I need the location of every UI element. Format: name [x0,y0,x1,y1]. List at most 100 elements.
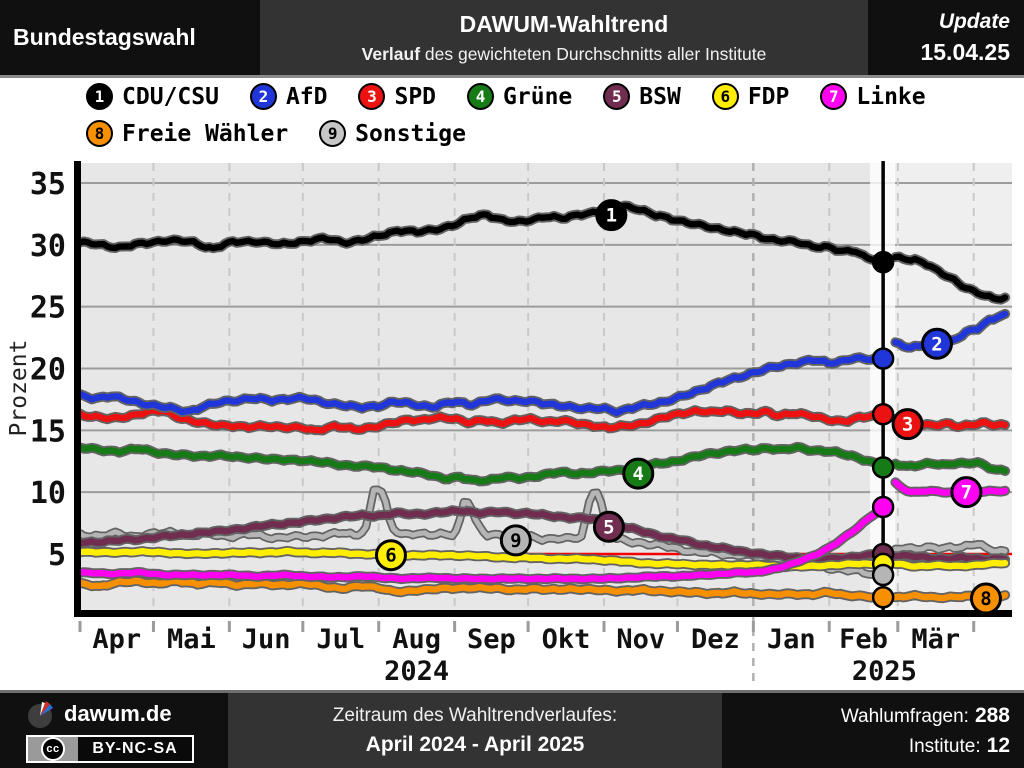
brand: dawum.de [26,699,228,729]
institutes-value: 12 [986,733,1010,757]
legend-label-gruene: Grüne [503,83,573,110]
y-tick-label: 10 [30,476,66,511]
series-line-freie-waehler [76,577,887,601]
legend-item-afd: 2 AfD [249,83,327,110]
chart-subtitle: Verlauf des gewichteten Durchschnitts al… [362,44,767,65]
legend-badge-fdp: 6 [711,83,739,110]
series-badge-number-fdp: 6 [385,545,396,567]
election-result-dot-cdu-csu [871,250,895,274]
election-result-dot-afd [871,347,895,370]
chart-subtitle-rest: des gewichteten Durchschnitts aller Inst… [420,43,767,64]
series-line-afd [76,354,887,417]
month-label-sep: Sep [467,624,516,655]
legend-item-linke: 7 Linke [820,83,926,110]
month-label-feb: Feb [839,624,888,655]
y-tick-label: 25 [30,291,66,326]
series-badge-fdp [374,539,407,572]
series-badge-spd [891,408,924,441]
update-date: 15.04.25 [920,38,1010,65]
year-label-2025: 2025 [852,656,917,687]
y-tick-label: 35 [30,167,66,202]
series-line-gruene [76,443,887,485]
header-right: Update 15.04.25 [868,0,1024,75]
y-tick-label: 20 [30,353,66,388]
series-badge-cdu-csu [595,199,628,232]
series-badge-freie-waehler [969,582,1002,615]
update-label: Update [938,9,1010,33]
month-label-aug: Aug [392,624,441,655]
institutes-count: Institute: 12 [909,734,1010,758]
legend: 1 CDU/CSU 2 AfD 3 SPD 4 Grüne 5 BSW 6 FDP 7 Linke 8 Fr… [0,78,1024,160]
y-axis-spine [74,161,81,617]
period-value: April 2024 - April 2025 [365,732,585,756]
legend-label-freie-waehler: Freie Wähler [122,120,289,147]
series-badge-afd [920,327,953,360]
legend-label-linke: Linke [856,83,926,110]
legend-label-bsw: BSW [639,83,681,110]
series-badge-bsw [592,510,625,543]
legend-item-freie-waehler: 8 Freie Wähler [86,120,288,147]
election-result-dot-spd [871,403,895,426]
footer-left: dawum.de cc BY-NC-SA [0,693,228,768]
series-line-fdp [892,559,1009,570]
series-badge-number-sonstige: 9 [510,530,521,552]
y-axis-label: Prozent [6,340,32,437]
month-label-apr: Apr [92,624,141,655]
month-label-nov: Nov [616,624,665,655]
series-line-cdu-csu [76,202,887,264]
series-line-spd [76,406,887,434]
polls-count: Wahlumfragen: 288 [841,704,1010,728]
cc-license-badge: cc BY-NC-SA [26,734,194,763]
legend-item-spd: 3 SPD [358,83,436,110]
election-result-dot-sonstige [871,563,895,587]
y-tick-label: 5 [48,538,66,573]
election-title: Bundestagswahl [13,24,196,50]
legend-item-sonstige: 9 Sonstige [319,120,466,147]
series-badge-number-bsw: 5 [603,516,614,538]
series-line-linke [892,479,1009,496]
institutes-label: Institute: [908,735,981,757]
series-badge-number-spd: 3 [902,414,913,436]
legend-badge-spd: 3 [358,83,386,110]
series-badge-number-afd: 2 [931,333,942,355]
legend-badge-linke: 7 [820,83,848,110]
month-label-dez: Dez [691,624,740,655]
series-line-gruene [892,458,1009,475]
legend-badge-freie-waehler: 8 [86,120,113,147]
legend-item-fdp: 6 FDP [711,83,789,110]
month-label-jan: Jan [767,624,816,655]
election-result-dot-freie-waehler [871,586,895,609]
legend-item-bsw: 5 BSW [603,83,681,110]
legend-badge-afd: 2 [249,83,277,110]
legend-row-1: 1 CDU/CSU 2 AfD 3 SPD 4 Grüne 5 BSW 6 FDP 7 Linke [86,78,1024,115]
series-badge-sonstige [499,524,532,557]
dawum-logo-icon [28,700,53,728]
legend-item-gruene: 4 Grüne [467,83,572,110]
series-badge-linke [950,476,983,509]
legend-row-2: 8 Freie Wähler 9 Sonstige [86,115,1024,152]
footer-right: Wahlumfragen: 288 Institute: 12 [722,693,1024,768]
chart-title: DAWUM-Wahltrend [459,10,669,37]
series-line-sonstige [892,541,1008,554]
legend-label-sonstige: Sonstige [355,120,466,147]
y-tick-label: 15 [30,414,66,449]
legend-badge-gruene: 4 [467,83,495,110]
polls-count-label: Wahlumfragen: [840,705,969,727]
legend-badge-bsw: 5 [603,83,631,110]
header-left: Bundestagswahl [0,0,260,75]
month-label-mai: Mai [167,624,216,655]
y-tick-label: 30 [30,229,66,264]
legend-label-cdu-csu: CDU/CSU [122,83,219,110]
month-label-mär: Mär [911,624,960,655]
post-election-region [894,163,1012,610]
series-line-linke [76,503,887,583]
cc-license-label: BY-NC-SA [92,739,178,757]
legend-badge-cdu-csu: 1 [86,83,113,110]
legend-badge-sonstige: 9 [319,120,347,147]
legend-label-spd: SPD [394,83,437,110]
legend-item-cdu-csu: 1 CDU/CSU [86,83,219,110]
chart-subtitle-bold: Verlauf [361,43,421,64]
x-axis-spine [74,610,1012,617]
brand-name: dawum.de [64,700,172,726]
